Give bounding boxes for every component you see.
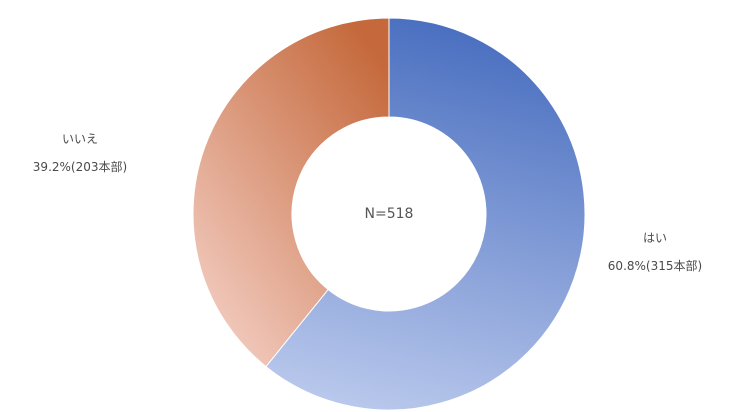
center-count-label: N=518	[365, 206, 414, 222]
slice-value-label-yes: 60.8%(315本部)	[608, 258, 702, 273]
slice-category-label-yes: はい	[643, 231, 667, 245]
slice-category-label-no: いいえ	[62, 132, 98, 146]
labels-layer: はい 60.8%(315本部) いいえ 39.2%(203本部)	[33, 132, 702, 273]
slice-no	[192, 17, 390, 368]
slice-value-label-no: 39.2%(203本部)	[33, 159, 127, 174]
slices-layer	[192, 17, 586, 411]
slice-yes	[265, 17, 586, 411]
